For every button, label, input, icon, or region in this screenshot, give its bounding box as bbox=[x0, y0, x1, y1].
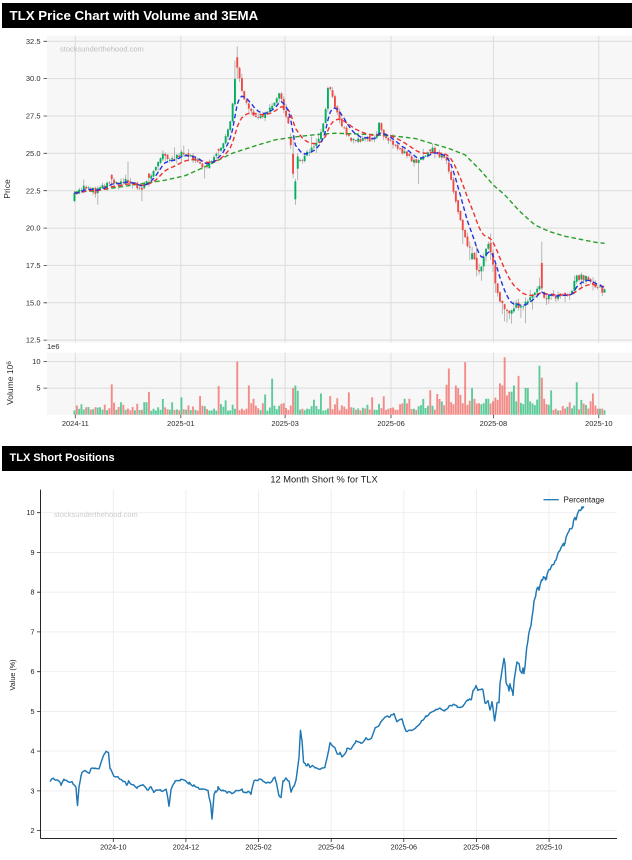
svg-text:3: 3 bbox=[31, 786, 35, 795]
svg-text:32.5: 32.5 bbox=[26, 37, 41, 46]
svg-text:22.5: 22.5 bbox=[26, 186, 41, 195]
svg-text:2024-12: 2024-12 bbox=[173, 842, 199, 851]
svg-text:2025-08: 2025-08 bbox=[463, 842, 489, 851]
svg-text:2025-10: 2025-10 bbox=[536, 842, 562, 851]
svg-text:9: 9 bbox=[31, 548, 35, 557]
svg-text:12.5: 12.5 bbox=[26, 336, 41, 345]
svg-text:10: 10 bbox=[32, 357, 40, 366]
svg-text:5: 5 bbox=[36, 384, 40, 393]
svg-text:2: 2 bbox=[31, 826, 35, 835]
svg-text:2024-10: 2024-10 bbox=[100, 842, 126, 851]
svg-text:Value (%): Value (%) bbox=[8, 659, 17, 690]
svg-text:17.5: 17.5 bbox=[26, 261, 41, 270]
svg-text:1e6: 1e6 bbox=[47, 342, 60, 351]
svg-text:15.0: 15.0 bbox=[26, 298, 41, 307]
svg-text:8: 8 bbox=[31, 587, 35, 596]
svg-text:2025-01: 2025-01 bbox=[167, 419, 195, 428]
svg-text:2025-06: 2025-06 bbox=[391, 842, 417, 851]
svg-text:10: 10 bbox=[27, 508, 35, 517]
svg-text:12 Month Short % for TLX: 12 Month Short % for TLX bbox=[270, 474, 377, 484]
svg-text:stocksunderthehood.com: stocksunderthehood.com bbox=[54, 510, 138, 519]
svg-text:4: 4 bbox=[31, 746, 35, 755]
svg-text:2025-08: 2025-08 bbox=[480, 419, 508, 428]
svg-text:stocksunderthehood.com: stocksunderthehood.com bbox=[60, 45, 144, 54]
svg-text:Volume 106: Volume 106 bbox=[5, 361, 15, 405]
svg-text:2025-03: 2025-03 bbox=[271, 419, 299, 428]
svg-text:Price: Price bbox=[2, 179, 12, 199]
svg-text:Percentage: Percentage bbox=[564, 495, 605, 504]
svg-text:20.0: 20.0 bbox=[26, 224, 41, 233]
svg-text:2025-04: 2025-04 bbox=[318, 842, 344, 851]
svg-text:27.5: 27.5 bbox=[26, 112, 41, 121]
svg-text:7: 7 bbox=[31, 627, 35, 636]
svg-text:30.0: 30.0 bbox=[26, 74, 41, 83]
svg-text:2024-11: 2024-11 bbox=[62, 419, 89, 428]
svg-text:5: 5 bbox=[31, 707, 35, 716]
svg-text:2025-10: 2025-10 bbox=[585, 419, 613, 428]
svg-text:2025-06: 2025-06 bbox=[377, 419, 405, 428]
svg-text:25.0: 25.0 bbox=[26, 149, 41, 158]
svg-text:2025-02: 2025-02 bbox=[245, 842, 271, 851]
svg-text:6: 6 bbox=[31, 667, 35, 676]
